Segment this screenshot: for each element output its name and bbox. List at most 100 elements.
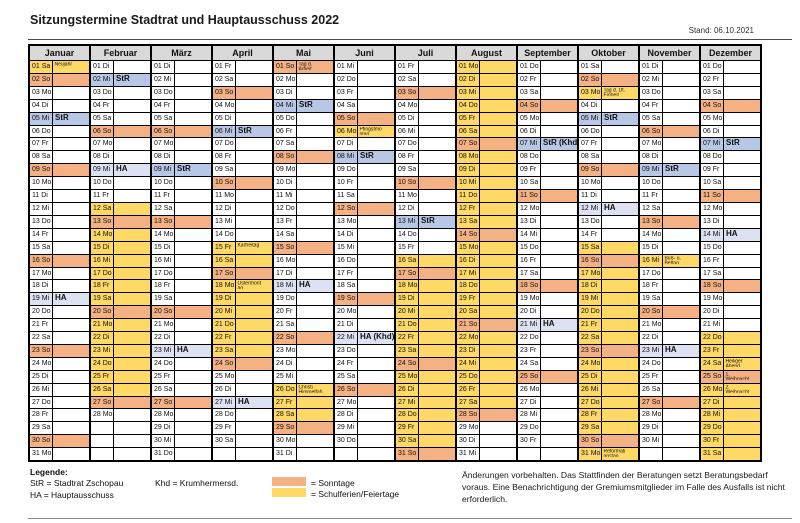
day-row: 28 Do [213,409,272,423]
day-row: 09 Do [335,164,394,178]
day-label-cell: 24 Di [274,357,297,370]
day-row: 22 Fr [396,332,455,345]
day-event-cell [724,216,750,225]
day-label-cell [213,448,236,461]
day-label-cell: 03 Mo [30,86,53,99]
day-row: 03 Do [640,86,699,100]
day-label-cell: 04 Sa [335,99,358,112]
day-event-cell [602,229,628,238]
day-event-cell [297,410,323,419]
day-row: 09 Di [457,164,516,178]
day-event-cell [724,268,750,277]
day-event-cell [53,126,79,135]
day-event-cell: Reformationstag [603,449,626,458]
day-event-cell [419,87,445,96]
day-row: 27 Mo [335,396,394,410]
day-label-cell: 04 Fr [91,99,114,112]
day-event-cell [480,242,506,251]
day-event-cell [114,435,150,447]
day-event-cell [419,100,445,109]
day-label-cell: 21 Mi [701,319,724,332]
day-event-cell [175,410,201,419]
day-event-cell [419,126,445,135]
day-event-cell [236,61,262,70]
day-label-cell: 16 Mi [640,254,663,267]
day-label-cell: 22 Fr [213,332,236,344]
day-label-cell: 04 Mo [396,99,419,112]
day-label-cell: 30 Mo [274,435,297,448]
day-label-cell: 06 So [152,125,175,138]
day-row: 09 Mi HA [91,164,150,178]
day-row: 15 Mi [335,241,394,255]
day-event-cell [724,281,750,290]
day-row: 20 So [91,306,150,320]
day-label-cell: 17 Sa [518,267,541,280]
day-label-cell: 01 Di [91,61,114,73]
day-row: 05 Sa [152,112,211,126]
day-event-cell [541,332,567,341]
day-event-cell [297,177,323,186]
day-label-cell: 03 Mi [457,86,480,99]
day-event-cell [419,268,445,277]
day-row: 12 Mi [30,202,89,216]
day-label-cell: 07 Mo [91,138,114,151]
day-row: 11 Fr [640,190,699,203]
day-row: 18 Mo [396,280,455,294]
day-event-cell [236,410,262,419]
day-row: 14 Mi HA [701,228,760,242]
day-label-cell: 02 Mi [152,73,175,86]
month-header: Januar [30,46,89,61]
day-row: 07 Mi StR (Khd) [518,138,577,152]
day-label-cell: 14 Mo [640,228,663,241]
day-row: 20 Do [579,306,638,320]
day-event-cell [114,126,140,135]
day-label-cell: 05 Do [274,112,297,125]
day-row: 15 Fr Karfreitag [213,241,272,255]
day-event-cell [480,216,506,225]
day-event-cell [114,203,140,212]
day-label-cell: 08 Sa [30,151,53,164]
day-row: 15 Do [701,241,760,255]
day-label-cell: 23 Fr [518,344,541,357]
day-label-cell: 03 Do [91,86,114,99]
day-row: 16 Mi [91,254,150,268]
day-row: 08 Di [91,151,150,165]
day-row: 19 Mo [518,293,577,307]
day-event-cell [114,358,140,367]
day-event-cell [541,229,567,238]
day-label-cell: 29 Sa [30,422,53,435]
day-event-cell [480,319,506,328]
day-row: 02 Fr [518,73,577,87]
day-row: 02 Fr [701,73,760,87]
month-column-april: April 01 Fr 02 Sa 03 So 04 Mo 05 Di 06 Mi StR 07… [213,46,274,461]
day-event-cell [663,306,689,315]
day-event-cell: Karfreitag [237,242,260,248]
day-label-cell: 22 Mo [457,332,480,344]
day-event-cell [358,268,384,277]
day-row: 16 So [579,254,638,268]
day-label-cell: 04 So [518,99,541,112]
day-event-cell [175,203,201,212]
day-label-cell: 02 Fr [518,73,541,86]
day-event-cell [236,294,262,303]
day-event-cell [358,281,384,290]
day-label-cell: 31 Mo [579,448,602,461]
day-row [640,448,699,461]
sunday-color-swatch [272,477,306,486]
day-row: 16 Mi Buß- u. Bettag [640,254,699,268]
day-label-cell: 12 Sa [152,202,175,215]
day-event-cell [297,165,323,174]
month-column-oktober: Oktober 01 Sa 02 So 03 Mo Tag d. Dt. Einheit… [579,46,640,461]
day-row: 24 Mi [457,357,516,371]
month-column-november: November 01 Di 02 Mi 03 Do 04 Fr 05 Sa 06 So 07… [640,46,701,461]
day-event-cell [724,294,750,303]
day-label-cell: 14 So [457,228,480,241]
day-event-cell [175,294,201,303]
day-event-cell [541,397,567,406]
day-event-cell [602,216,628,225]
day-label-cell: 09 Sa [213,164,236,177]
day-event-cell [114,255,140,264]
day-event-cell [297,332,323,341]
day-row: 23 Mi HA [152,344,211,358]
day-label-cell: 03 Sa [518,86,541,99]
